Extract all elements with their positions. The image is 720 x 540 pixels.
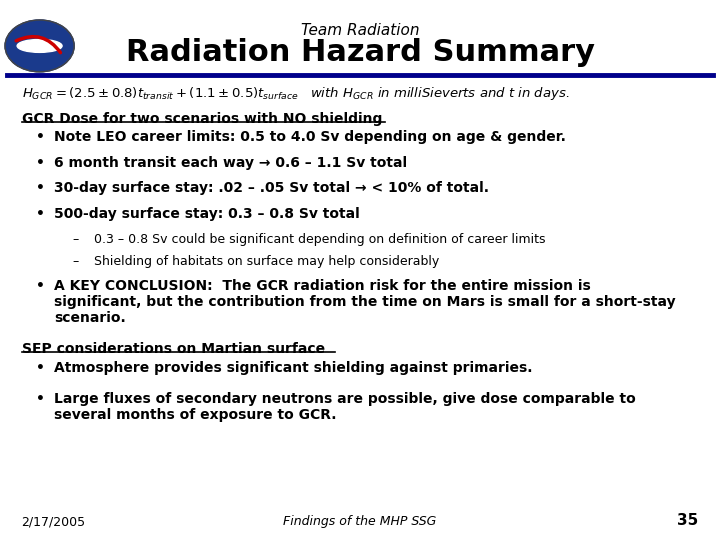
- Text: Findings of the MHP SSG: Findings of the MHP SSG: [284, 515, 436, 528]
- Text: 35: 35: [677, 513, 698, 528]
- Text: 2/17/2005: 2/17/2005: [22, 515, 86, 528]
- Text: •: •: [36, 181, 45, 195]
- Text: GCR Dose for two scenarios with NO shielding: GCR Dose for two scenarios with NO shiel…: [22, 112, 382, 126]
- Text: Atmosphere provides significant shielding against primaries.: Atmosphere provides significant shieldin…: [54, 361, 533, 375]
- Text: •: •: [36, 279, 45, 293]
- Text: –: –: [72, 233, 78, 246]
- Text: 30-day surface stay: .02 – .05 Sv total → < 10% of total.: 30-day surface stay: .02 – .05 Sv total …: [54, 181, 489, 195]
- Text: 6 month transit each way → 0.6 – 1.1 Sv total: 6 month transit each way → 0.6 – 1.1 Sv …: [54, 156, 407, 170]
- Text: 0.3 – 0.8 Sv could be significant depending on definition of career limits: 0.3 – 0.8 Sv could be significant depend…: [94, 233, 545, 246]
- Text: Shielding of habitats on surface may help considerably: Shielding of habitats on surface may hel…: [94, 255, 439, 268]
- Text: NASA: NASA: [25, 42, 54, 50]
- Text: Radiation Hazard Summary: Radiation Hazard Summary: [125, 38, 595, 67]
- Text: Team Radiation: Team Radiation: [301, 23, 419, 38]
- Text: •: •: [36, 392, 45, 406]
- Text: $H_{GCR} = (2.5\pm0.8)t_{transit} + (1.1\pm0.5)t_{surface}$   with $H_{GCR}$ in : $H_{GCR} = (2.5\pm0.8)t_{transit} + (1.1…: [22, 85, 570, 102]
- Text: •: •: [36, 361, 45, 375]
- Text: –: –: [72, 255, 78, 268]
- Text: •: •: [36, 207, 45, 221]
- Text: SEP considerations on Martian surface: SEP considerations on Martian surface: [22, 342, 325, 356]
- Text: Large fluxes of secondary neutrons are possible, give dose comparable to
several: Large fluxes of secondary neutrons are p…: [54, 392, 636, 422]
- Text: 500-day surface stay: 0.3 – 0.8 Sv total: 500-day surface stay: 0.3 – 0.8 Sv total: [54, 207, 360, 221]
- Text: •: •: [36, 130, 45, 144]
- Text: A KEY CONCLUSION:  The GCR radiation risk for the entire mission is
significant,: A KEY CONCLUSION: The GCR radiation risk…: [54, 279, 675, 325]
- Text: •: •: [36, 156, 45, 170]
- Text: Note LEO career limits: 0.5 to 4.0 Sv depending on age & gender.: Note LEO career limits: 0.5 to 4.0 Sv de…: [54, 130, 566, 144]
